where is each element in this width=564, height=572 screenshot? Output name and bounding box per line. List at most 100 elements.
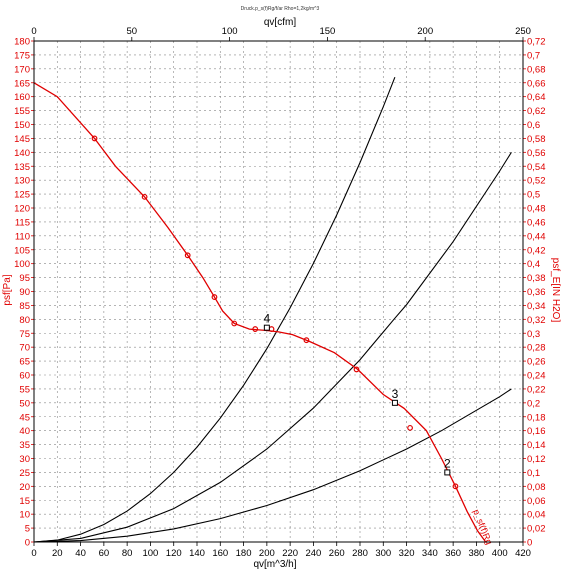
- x-tick-label: 60: [99, 548, 110, 559]
- y2-tick-label: 0,34: [527, 301, 546, 312]
- y-tick-label: 115: [15, 217, 30, 228]
- x-tick-label: 400: [492, 548, 508, 559]
- y-tick-label: 130: [14, 176, 30, 187]
- fan-curve-marker: [231, 320, 238, 327]
- x2-tick-label: 100: [222, 26, 238, 37]
- fan-curve-marker: [141, 193, 148, 200]
- fan-curve-label: p_sf(f)Rg: [471, 508, 494, 546]
- x-tick-label: 280: [352, 548, 368, 559]
- x-tick-label: 360: [445, 548, 461, 559]
- y-tick-label: 145: [14, 134, 30, 145]
- x-tick-label: 0: [31, 548, 36, 559]
- x-tick-label: 80: [122, 548, 133, 559]
- y-tick-label: 110: [15, 231, 30, 242]
- y2-tick-label: 0,18: [527, 412, 546, 423]
- y2-axis-title: psf_E[IN H2O]: [550, 258, 561, 323]
- y-tick-label: 40: [19, 426, 30, 437]
- y2-tick-label: 0,12: [527, 454, 546, 465]
- y-tick-label: 60: [19, 371, 30, 382]
- y-tick-label: 30: [19, 454, 30, 465]
- x-tick-label: 20: [52, 548, 63, 559]
- x-tick-label: 240: [305, 548, 321, 559]
- operating-point-label-2: 2: [444, 456, 451, 470]
- y-tick-label: 135: [14, 162, 30, 173]
- operating-point-3: [391, 399, 398, 406]
- fan-curve-marker: [252, 326, 259, 332]
- x2-axis-title: qv[cfm]: [264, 17, 296, 28]
- y-tick-label: 95: [19, 273, 30, 284]
- y-tick-label: 170: [14, 64, 30, 75]
- y2-tick-label: 0,54: [527, 162, 546, 173]
- operating-point-label-3: 3: [392, 387, 399, 401]
- y2-tick-label: 0,36: [527, 287, 546, 298]
- y2-tick-label: 0,16: [527, 426, 546, 437]
- x-tick-label: 140: [189, 548, 205, 559]
- y-tick-label: 100: [14, 259, 30, 270]
- fan-curve-marker: [452, 483, 459, 490]
- y2-tick-label: 0,24: [527, 371, 546, 382]
- operating-point-label-4: 4: [264, 312, 271, 326]
- x-tick-label: 100: [142, 548, 158, 559]
- y-tick-label: 75: [19, 329, 30, 340]
- y-tick-label: 85: [19, 301, 30, 312]
- y-tick-label: 70: [19, 343, 30, 354]
- x-tick-label: 220: [282, 548, 298, 559]
- x-tick-label: 40: [75, 548, 86, 559]
- y2-tick-label: 0,06: [527, 496, 546, 507]
- y-tick-label: 165: [14, 78, 30, 89]
- y-tick-label: 5: [25, 524, 30, 535]
- system-curve-4: [33, 76, 396, 543]
- y2-tick-label: 0,56: [527, 148, 546, 159]
- y2-tick-label: 0,66: [527, 78, 546, 89]
- x2-tick-label: 250: [515, 26, 531, 37]
- x-tick-label: 340: [422, 548, 438, 559]
- fan-curve-marker: [211, 294, 218, 300]
- y-tick-label: 120: [14, 204, 30, 215]
- fan-curve-marker: [303, 337, 310, 344]
- x-tick-label: 300: [375, 548, 391, 559]
- x2-tick-label: 0: [31, 26, 36, 37]
- y2-tick-label: 0: [527, 538, 532, 549]
- fan-curve-marker: [184, 252, 191, 259]
- x-tick-label: 320: [399, 548, 415, 559]
- y2-tick-label: 0,38: [527, 273, 546, 284]
- y2-tick-label: 0,52: [527, 176, 546, 187]
- y2-tick-label: 0,14: [527, 440, 546, 451]
- y2-tick-label: 0,26: [527, 357, 546, 368]
- y2-tick-label: 0,48: [527, 204, 546, 215]
- system-curve-3: [33, 152, 512, 543]
- y-tick-label: 55: [19, 384, 30, 395]
- y-tick-label: 125: [14, 190, 30, 201]
- x-tick-label: 380: [468, 548, 484, 559]
- y-tick-label: 45: [19, 412, 30, 423]
- x2-tick-label: 200: [417, 26, 433, 37]
- operating-point-2: [444, 469, 451, 476]
- y-tick-label: 50: [19, 398, 30, 409]
- y2-tick-label: 0,7: [527, 50, 540, 61]
- plot-frame: [33, 40, 524, 543]
- y-tick-label: 105: [14, 245, 30, 256]
- fan-curve-marker: [91, 135, 98, 142]
- y2-tick-label: 0,64: [527, 92, 546, 103]
- fan-curve-marker: [353, 366, 360, 373]
- x-tick-label: 260: [329, 548, 345, 559]
- y2-tick-label: 0,2: [527, 398, 540, 409]
- y2-tick-label: 0,22: [527, 384, 546, 395]
- y-tick-label: 155: [14, 106, 30, 117]
- y2-tick-label: 0,44: [527, 231, 546, 242]
- y-tick-label: 25: [19, 468, 30, 479]
- y2-tick-label: 0,5: [527, 190, 540, 201]
- y2-tick-label: 0,68: [527, 64, 546, 75]
- fan-curve: [33, 82, 487, 543]
- x-tick-label: 420: [515, 548, 531, 559]
- y-tick-label: 180: [14, 37, 30, 48]
- y2-tick-label: 0,32: [527, 315, 546, 326]
- x-tick-label: 160: [212, 548, 228, 559]
- y2-tick-label: 0,02: [527, 524, 546, 535]
- y2-tick-label: 0,28: [527, 343, 546, 354]
- y2-tick-label: 0,46: [527, 217, 546, 228]
- x2-tick-label: 150: [319, 26, 335, 37]
- y2-tick-label: 0,3: [527, 329, 540, 340]
- y-tick-label: 20: [19, 482, 30, 493]
